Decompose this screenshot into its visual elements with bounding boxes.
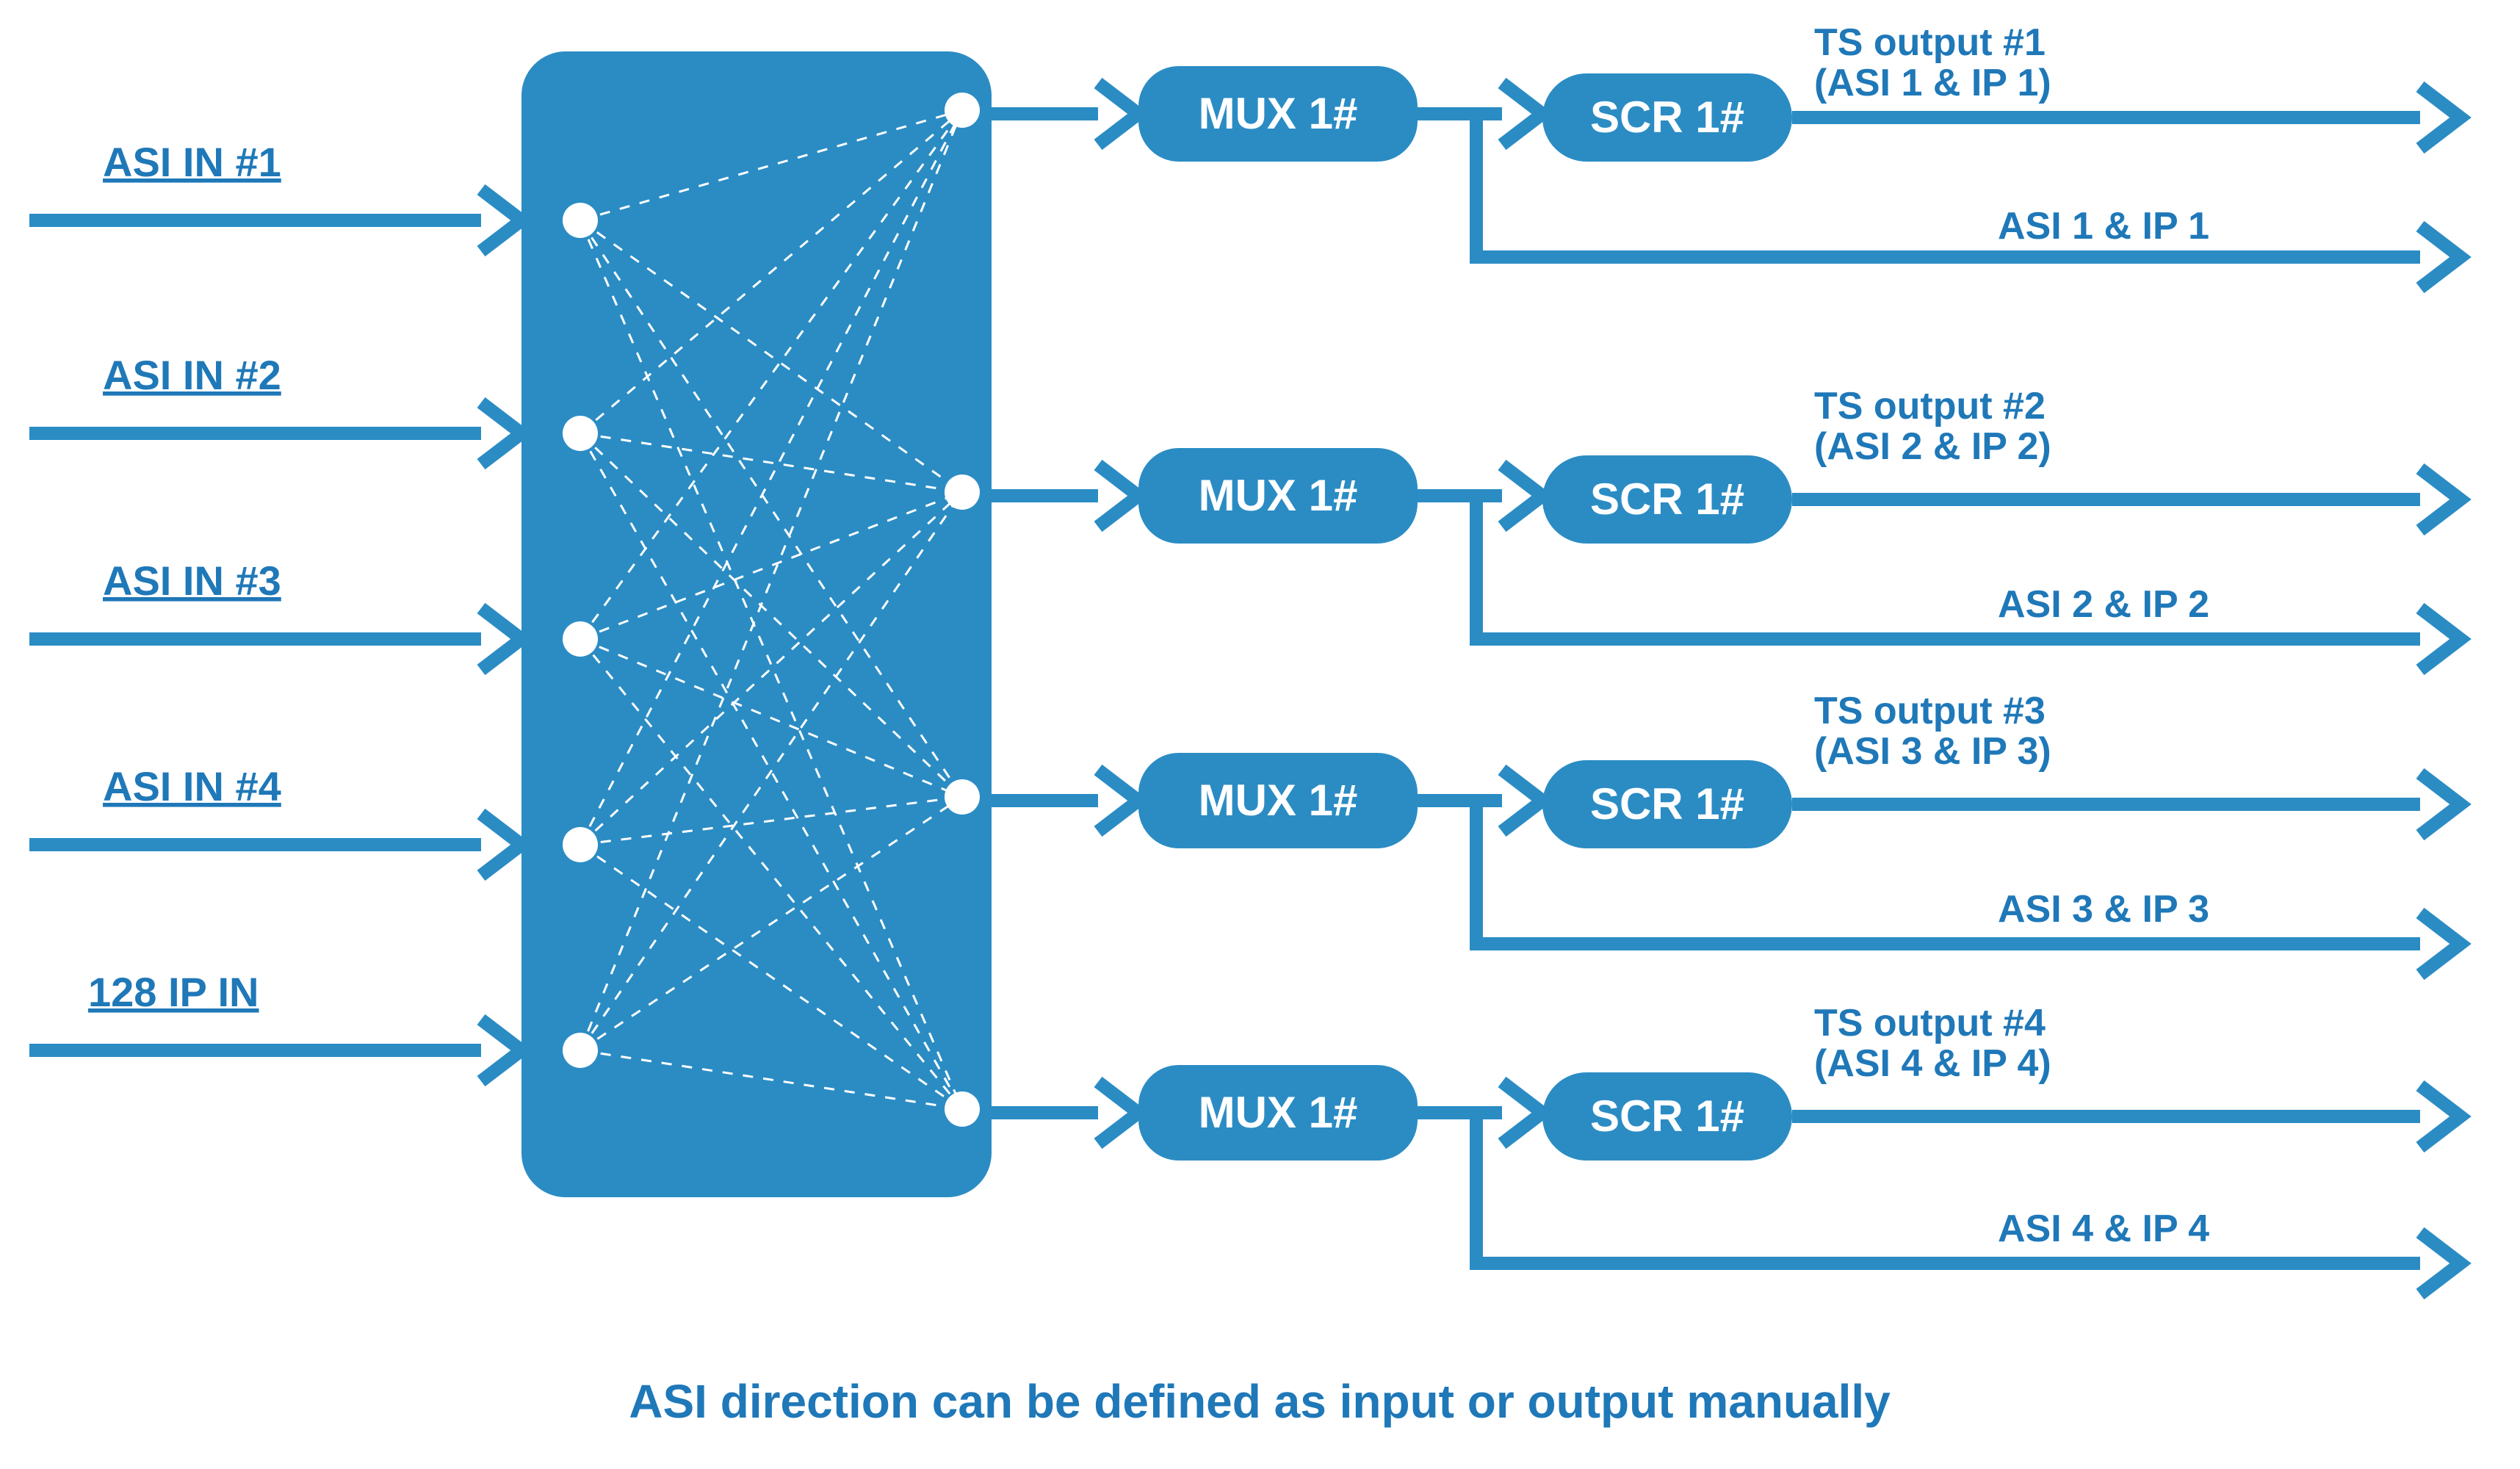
top-out-label2-1: (ASI 1 & IP 1) [1814, 62, 2051, 104]
input-label-1: ASI IN #1 [103, 139, 281, 185]
right-dot-1 [945, 93, 980, 128]
left-dot-3 [563, 621, 598, 657]
top-out-label1-1: TS output #1 [1814, 21, 2046, 64]
mux-label-3: MUX 1# [1199, 776, 1358, 825]
left-dot-5 [563, 1033, 598, 1068]
top-out-label2-2: (ASI 2 & IP 2) [1814, 425, 2051, 468]
bottom-out-label-1: ASI 1 & IP 1 [1998, 205, 2209, 248]
top-out-label1-3: TS output #3 [1814, 690, 2046, 732]
scr-label-3: SCR 1# [1590, 779, 1744, 829]
right-dot-3 [945, 779, 980, 815]
caption: ASI direction can be defined as input or… [629, 1375, 1891, 1428]
scr-label-1: SCR 1# [1590, 93, 1744, 142]
top-out-label2-3: (ASI 3 & IP 3) [1814, 730, 2051, 773]
input-label-4: ASI IN #4 [103, 763, 281, 809]
right-dot-4 [945, 1091, 980, 1127]
bottom-out-label-4: ASI 4 & IP 4 [1998, 1208, 2209, 1250]
left-dot-1 [563, 203, 598, 238]
mux-label-4: MUX 1# [1199, 1088, 1358, 1137]
mux-label-2: MUX 1# [1199, 471, 1358, 520]
top-out-label1-2: TS output #2 [1814, 385, 2046, 427]
bottom-out-label-2: ASI 2 & IP 2 [1998, 583, 2209, 626]
input-label-5: 128 IP IN [88, 969, 259, 1015]
scr-label-2: SCR 1# [1590, 474, 1744, 524]
top-out-label1-4: TS output #4 [1814, 1002, 2046, 1044]
mux-label-1: MUX 1# [1199, 89, 1358, 138]
scr-label-4: SCR 1# [1590, 1091, 1744, 1141]
input-label-2: ASI IN #2 [103, 352, 281, 398]
input-label-3: ASI IN #3 [103, 557, 281, 604]
bottom-out-label-3: ASI 3 & IP 3 [1998, 888, 2209, 931]
left-dot-2 [563, 416, 598, 451]
top-out-label2-4: (ASI 4 & IP 4) [1814, 1042, 2051, 1085]
left-dot-4 [563, 827, 598, 862]
right-dot-2 [945, 474, 980, 510]
